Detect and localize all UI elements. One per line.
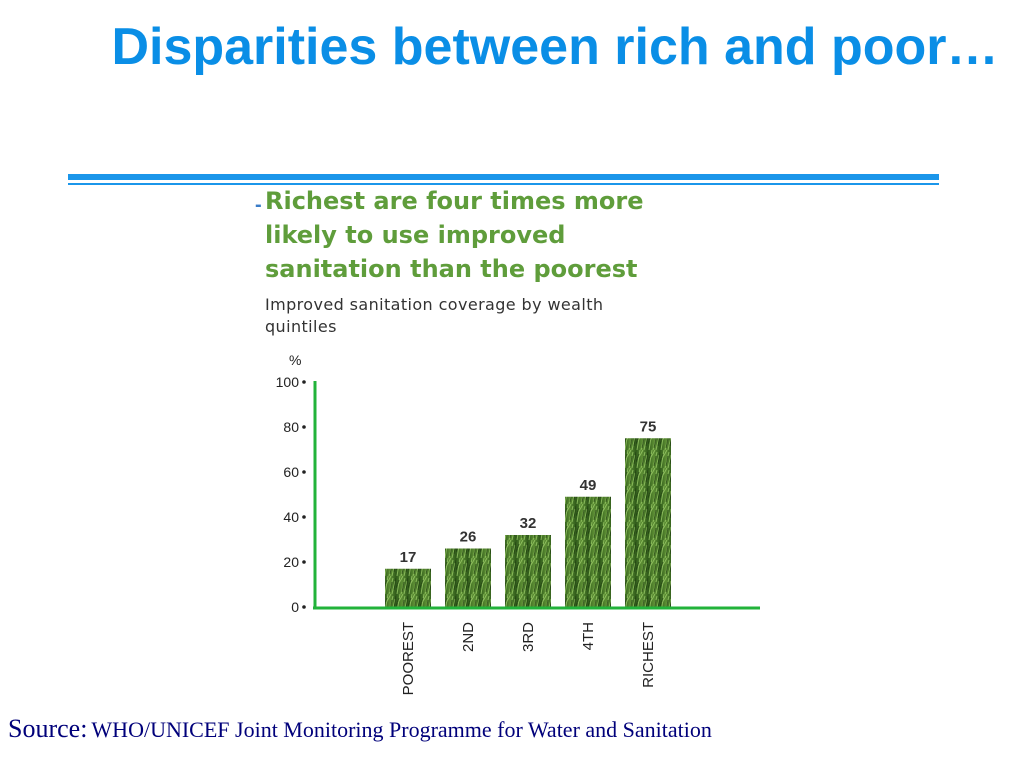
- bar-4th: [565, 496, 611, 607]
- y-tick-mark-80: [302, 425, 306, 429]
- category-label-3rd: 3RD: [520, 622, 537, 652]
- chart-subtitle: Improved sanitation coverage by wealth q…: [265, 295, 604, 336]
- y-tick-mark-60: [302, 470, 306, 474]
- chart-headline: Richest are four times more likely to us…: [265, 187, 644, 283]
- y-tick-mark-100: [302, 380, 306, 384]
- title-divider-thick: [68, 174, 939, 180]
- headline-bullet: -: [255, 194, 262, 216]
- category-label-poorest: POOREST: [400, 622, 417, 695]
- title-divider-thin: [68, 183, 939, 185]
- bars-group: 17 POOREST 26 2ND 32 3RD 49 4TH 75 RICHEST: [385, 418, 671, 695]
- category-label-4th: 4TH: [580, 622, 597, 650]
- y-tick-mark-0: [302, 605, 306, 609]
- y-tick-label-40: 40: [283, 509, 299, 525]
- y-tick-mark-40: [302, 515, 306, 519]
- y-tick-label-0: 0: [291, 599, 299, 615]
- y-axis-label: %: [289, 352, 301, 368]
- bar-3rd: [505, 535, 551, 607]
- category-label-2nd: 2ND: [460, 622, 477, 652]
- bar-2nd: [445, 548, 491, 607]
- value-label-3rd: 32: [520, 515, 537, 532]
- y-tick-label-60: 60: [283, 464, 299, 480]
- y-axis-ticks: 0 20 40 60 80 100: [276, 374, 306, 615]
- value-label-poorest: 17: [400, 549, 417, 566]
- category-label-richest: RICHEST: [640, 622, 657, 688]
- y-tick-mark-20: [302, 560, 306, 564]
- value-label-4th: 49: [580, 477, 597, 494]
- bar-poorest: [385, 568, 431, 607]
- source-label: Source:: [8, 714, 88, 743]
- y-tick-label-80: 80: [283, 419, 299, 435]
- source-text: WHO/UNICEF Joint Monitoring Programme fo…: [91, 717, 712, 742]
- value-label-2nd: 26: [460, 529, 477, 546]
- slide-title: Disparities between rich and poor…: [111, 18, 999, 76]
- source-citation: Source: WHO/UNICEF Joint Monitoring Prog…: [8, 714, 712, 744]
- bar-richest: [625, 438, 671, 607]
- y-tick-label-100: 100: [276, 374, 300, 390]
- value-label-richest: 75: [640, 418, 657, 435]
- y-tick-label-20: 20: [283, 554, 299, 570]
